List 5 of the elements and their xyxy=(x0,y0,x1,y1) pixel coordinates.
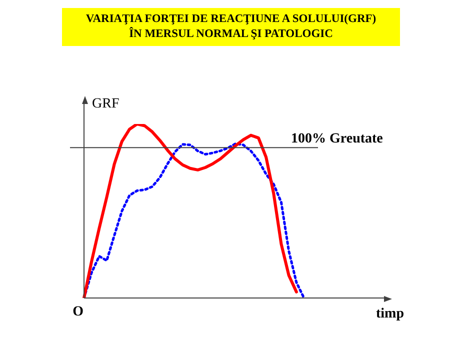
chart-title: VARIAŢIA FORŢEI DE REACŢIUNE A SOLULUI(GRF) ÎN MERSUL NORMAL ŞI PATOLOGIC xyxy=(84,12,378,42)
text: O xyxy=(72,304,84,320)
ref-line-label: 100% Greutate xyxy=(291,131,383,146)
y-axis-title: GRF xyxy=(92,96,120,112)
x-axis-title: timp xyxy=(376,306,404,322)
